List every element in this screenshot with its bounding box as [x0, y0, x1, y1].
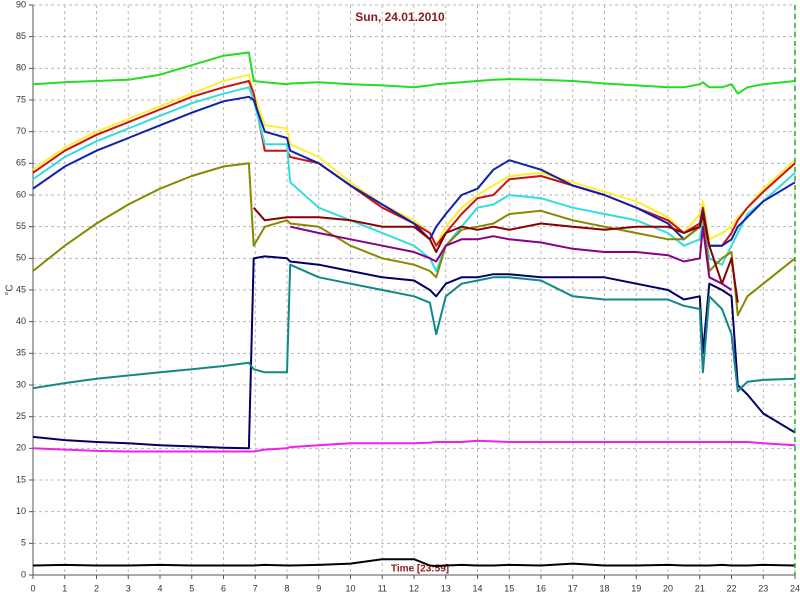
y-tick-label: 75	[16, 94, 26, 104]
x-tick-label: 10	[345, 583, 355, 593]
y-tick-label: 5	[21, 538, 26, 548]
series-line	[32, 51, 796, 95]
y-tick-label: 65	[16, 158, 26, 168]
y-tick-label: 20	[16, 443, 26, 453]
y-tick-label: 15	[16, 474, 26, 484]
y-tick-label: 85	[16, 31, 26, 41]
y-tick-label: 25	[16, 411, 26, 421]
x-tick-label: 21	[695, 583, 705, 593]
x-tick-label: 19	[631, 583, 641, 593]
x-tick-label: 15	[504, 583, 514, 593]
x-tick-label: 1	[62, 583, 67, 593]
y-tick-label: 60	[16, 189, 26, 199]
x-tick-label: 24	[790, 583, 800, 593]
y-tick-label: 40	[16, 316, 26, 326]
series-line	[32, 255, 796, 450]
x-axis-label: Time [23:59]	[391, 564, 449, 575]
series-line	[252, 207, 739, 303]
y-tick-label: 30	[16, 379, 26, 389]
y-tick-label: 45	[16, 284, 26, 294]
x-tick-label: 6	[221, 583, 226, 593]
chart-title: Sun, 24.01.2010	[355, 10, 445, 24]
y-axis-label: °C	[5, 284, 16, 295]
y-tick-label: 10	[16, 506, 26, 516]
series-line	[32, 558, 796, 568]
x-tick-label: 20	[663, 583, 673, 593]
x-tick-label: 11	[378, 583, 387, 593]
y-tick-label: 70	[16, 126, 26, 136]
x-tick-label: 13	[441, 583, 451, 593]
x-tick-label: 2	[94, 583, 99, 593]
x-tick-label: 9	[316, 583, 321, 593]
y-tick-label: 80	[16, 63, 26, 73]
x-tick-label: 8	[284, 583, 289, 593]
series-line	[32, 86, 796, 272]
x-tick-label: 4	[157, 583, 162, 593]
series-line	[32, 73, 796, 247]
y-tick-label: 55	[16, 221, 26, 231]
x-tick-label: 7	[253, 583, 258, 593]
y-tick-label: 50	[16, 253, 26, 263]
x-tick-label: 14	[472, 583, 482, 593]
x-tick-label: 0	[30, 583, 35, 593]
y-tick-label: 35	[16, 348, 26, 358]
x-tick-label: 5	[189, 583, 194, 593]
series-line	[289, 225, 733, 291]
y-tick-label: 0	[21, 569, 26, 579]
x-tick-label: 18	[599, 583, 609, 593]
x-tick-label: 17	[568, 583, 578, 593]
x-tick-label: 16	[536, 583, 546, 593]
x-tick-label: 3	[126, 583, 131, 593]
x-tick-label: 12	[409, 583, 419, 593]
y-tick-label: 90	[16, 0, 26, 9]
x-tick-label: 22	[726, 583, 736, 593]
series-line	[32, 439, 796, 453]
x-tick-label: 23	[758, 583, 768, 593]
series-line	[32, 263, 796, 393]
